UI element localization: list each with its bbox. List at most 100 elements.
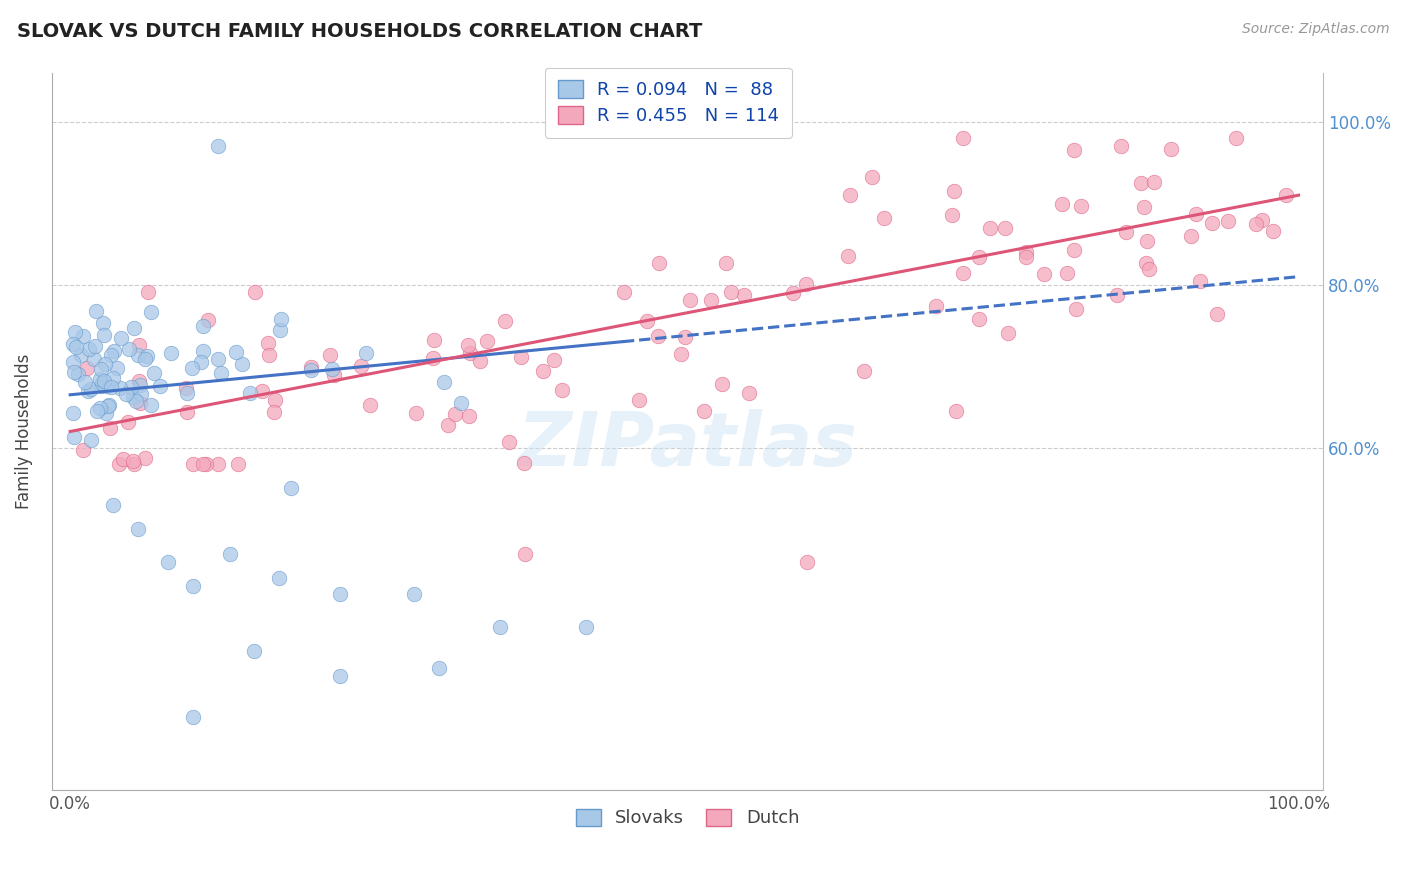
Text: ZIPatlas: ZIPatlas [517, 409, 858, 483]
Point [84, 339, 107, 353]
Point [121, 454, 143, 468]
Point [62, 355, 84, 369]
Point [969, 250, 991, 264]
Point [1261, 224, 1284, 238]
Point [531, 364, 554, 378]
Point [952, 131, 974, 145]
Point [105, 361, 128, 376]
Point [122, 321, 145, 335]
Point [796, 555, 818, 569]
Point [852, 364, 875, 378]
Point [782, 285, 804, 300]
Point [225, 344, 247, 359]
Point [127, 349, 149, 363]
Point [1130, 176, 1153, 190]
Point [433, 375, 456, 389]
Point [627, 393, 650, 408]
Point [93, 327, 115, 342]
Point [925, 299, 948, 313]
Text: Source: ZipAtlas.com: Source: ZipAtlas.com [1241, 22, 1389, 37]
Point [710, 376, 733, 391]
Point [174, 381, 197, 395]
Point [243, 285, 266, 299]
Point [181, 709, 204, 723]
Y-axis label: Family Households: Family Households [15, 354, 32, 509]
Point [207, 457, 229, 471]
Point [513, 547, 536, 561]
Point [460, 346, 482, 360]
Point [190, 355, 212, 369]
Point [1064, 302, 1087, 317]
Point [267, 571, 290, 585]
Point [76, 361, 98, 376]
Point [149, 379, 172, 393]
Point [1137, 261, 1160, 276]
Point [218, 547, 240, 561]
Point [207, 352, 229, 367]
Point [1225, 131, 1247, 145]
Point [427, 661, 450, 675]
Point [860, 169, 883, 184]
Point [945, 404, 967, 418]
Point [139, 398, 162, 412]
Point [142, 367, 165, 381]
Point [994, 221, 1017, 235]
Point [72, 443, 94, 458]
Point [942, 185, 965, 199]
Point [193, 457, 215, 471]
Point [321, 361, 343, 376]
Point [270, 311, 292, 326]
Point [226, 457, 249, 471]
Point [299, 360, 322, 375]
Point [98, 421, 121, 435]
Point [997, 326, 1019, 340]
Point [450, 396, 472, 410]
Point [72, 329, 94, 343]
Point [157, 555, 180, 569]
Point [422, 351, 444, 365]
Point [967, 312, 990, 326]
Point [128, 395, 150, 409]
Point [183, 457, 205, 471]
Point [1250, 212, 1272, 227]
Point [91, 376, 114, 390]
Point [127, 522, 149, 536]
Point [647, 256, 669, 270]
Point [259, 348, 281, 362]
Point [129, 377, 152, 392]
Point [733, 288, 755, 302]
Point [498, 434, 520, 449]
Point [134, 451, 156, 466]
Point [1107, 288, 1129, 302]
Point [108, 381, 131, 395]
Point [101, 498, 124, 512]
Point [94, 406, 117, 420]
Point [194, 457, 217, 471]
Point [103, 343, 125, 358]
Point [67, 367, 90, 381]
Point [128, 374, 150, 388]
Point [77, 343, 100, 357]
Point [1180, 229, 1202, 244]
Point [97, 398, 120, 412]
Point [458, 409, 481, 424]
Point [671, 347, 693, 361]
Point [89, 371, 111, 385]
Point [437, 417, 460, 432]
Point [1136, 234, 1159, 248]
Point [1050, 197, 1073, 211]
Point [63, 326, 86, 340]
Point [301, 363, 323, 377]
Point [65, 340, 87, 354]
Point [1188, 274, 1211, 288]
Point [679, 293, 702, 307]
Point [263, 392, 285, 407]
Point [1015, 250, 1038, 264]
Point [77, 384, 100, 398]
Point [231, 357, 253, 371]
Point [176, 405, 198, 419]
Point [93, 374, 115, 388]
Point [110, 331, 132, 345]
Point [489, 620, 512, 634]
Point [1109, 139, 1132, 153]
